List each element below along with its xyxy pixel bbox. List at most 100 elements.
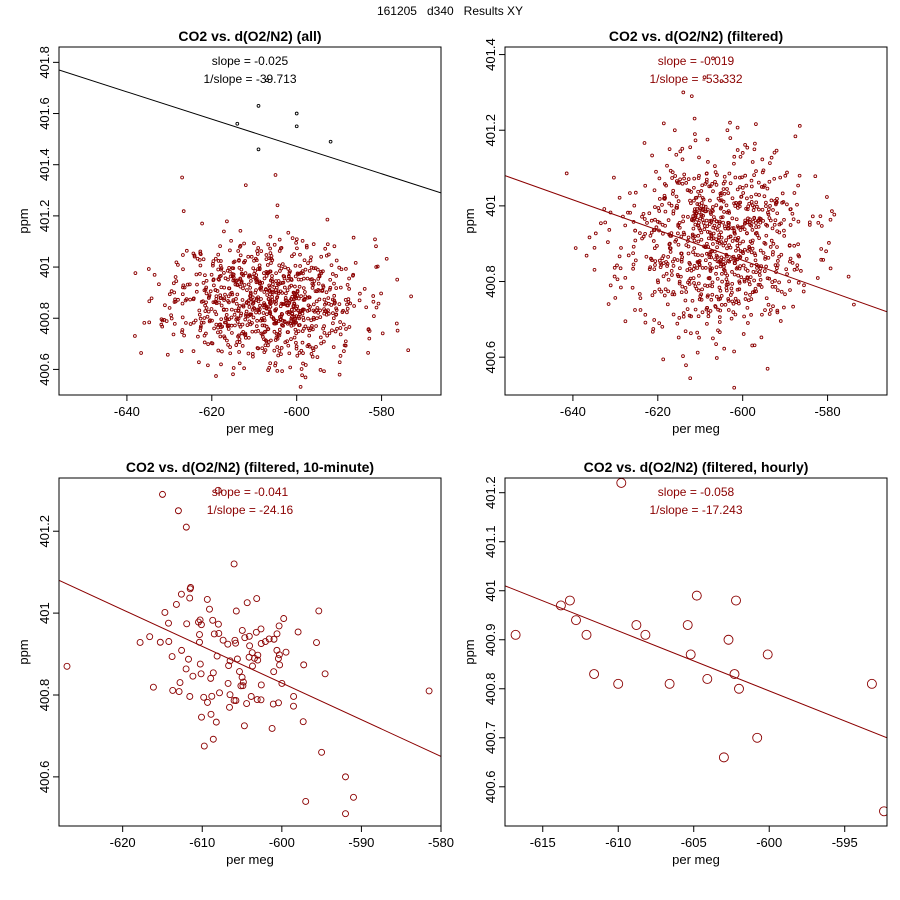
data-point (775, 196, 779, 201)
data-point (694, 211, 699, 216)
data-point (766, 212, 771, 217)
data-point (238, 244, 242, 249)
data-point (334, 286, 339, 290)
data-point (245, 632, 253, 640)
data-point (182, 333, 186, 338)
data-point (697, 263, 702, 267)
data-point (663, 196, 667, 200)
data-point (757, 273, 762, 277)
data-point (647, 211, 652, 216)
data-point (322, 369, 326, 374)
data-point (722, 210, 726, 214)
data-point (693, 214, 698, 219)
data-point (253, 595, 261, 602)
data-point (752, 343, 757, 348)
data-point (726, 297, 731, 301)
data-point (726, 299, 731, 303)
data-point (184, 297, 189, 301)
data-point (788, 288, 792, 292)
data-point (328, 277, 333, 282)
data-point (233, 323, 237, 328)
data-point (174, 507, 182, 515)
data-point (708, 267, 713, 272)
data-point (677, 225, 682, 230)
data-point (269, 700, 277, 708)
data-point (707, 230, 712, 235)
data-point (191, 349, 196, 353)
data-point (719, 230, 723, 235)
data-point (357, 298, 362, 303)
data-point (667, 242, 672, 247)
data-point (706, 314, 711, 319)
data-point (758, 283, 762, 287)
data-point (180, 328, 185, 332)
data-point (310, 354, 315, 359)
data-point (676, 242, 681, 247)
data-point (668, 250, 673, 254)
data-point (146, 267, 151, 271)
data-point (696, 253, 700, 257)
data-point (292, 314, 297, 319)
data-point (743, 297, 748, 301)
data-point (599, 221, 603, 226)
data-point (224, 640, 232, 648)
data-point (776, 259, 780, 263)
data-point (721, 181, 726, 186)
data-point (765, 186, 770, 191)
data-point (230, 560, 238, 568)
data-point (226, 294, 231, 299)
data-point (149, 683, 157, 691)
data-point (737, 253, 741, 258)
data-point (256, 267, 260, 271)
data-point (730, 196, 735, 201)
data-point (677, 181, 681, 185)
data-point (693, 222, 698, 227)
data-point (661, 254, 666, 258)
data-point (686, 280, 690, 285)
data-point (654, 169, 658, 174)
data-point (209, 669, 217, 677)
data-point (181, 209, 186, 213)
data-point (255, 346, 260, 350)
data-point (345, 306, 350, 311)
data-point (696, 233, 701, 238)
data-point (198, 325, 203, 330)
data-point (271, 317, 276, 322)
data-point (739, 275, 744, 280)
data-point (791, 304, 795, 309)
data-point (694, 195, 699, 200)
data-point (214, 312, 219, 317)
data-point (242, 260, 246, 265)
data-point (705, 230, 710, 234)
data-point (661, 274, 666, 279)
data-point (242, 241, 246, 246)
data-point (754, 230, 759, 235)
data-point (676, 335, 681, 340)
data-point (341, 322, 346, 327)
data-point (276, 289, 281, 294)
data-point (321, 285, 326, 289)
data-point (186, 693, 194, 700)
data-point (725, 187, 729, 191)
y-tick-label: 401.2 (483, 476, 498, 509)
data-point (727, 171, 732, 176)
data-point (718, 198, 722, 203)
data-point (214, 297, 219, 301)
data-point (269, 277, 274, 281)
data-point (732, 161, 736, 166)
data-point (720, 271, 724, 276)
data-point (696, 314, 701, 319)
data-point (394, 321, 399, 326)
data-point (216, 689, 223, 697)
data-point (697, 193, 702, 198)
data-point (247, 298, 251, 303)
data-point (250, 295, 255, 300)
data-point (232, 639, 240, 647)
data-point (241, 273, 246, 278)
data-point (670, 273, 674, 277)
data-point (164, 319, 169, 323)
data-point (703, 182, 708, 186)
data-point (807, 220, 812, 225)
data-point (709, 220, 714, 224)
data-point (735, 148, 740, 152)
